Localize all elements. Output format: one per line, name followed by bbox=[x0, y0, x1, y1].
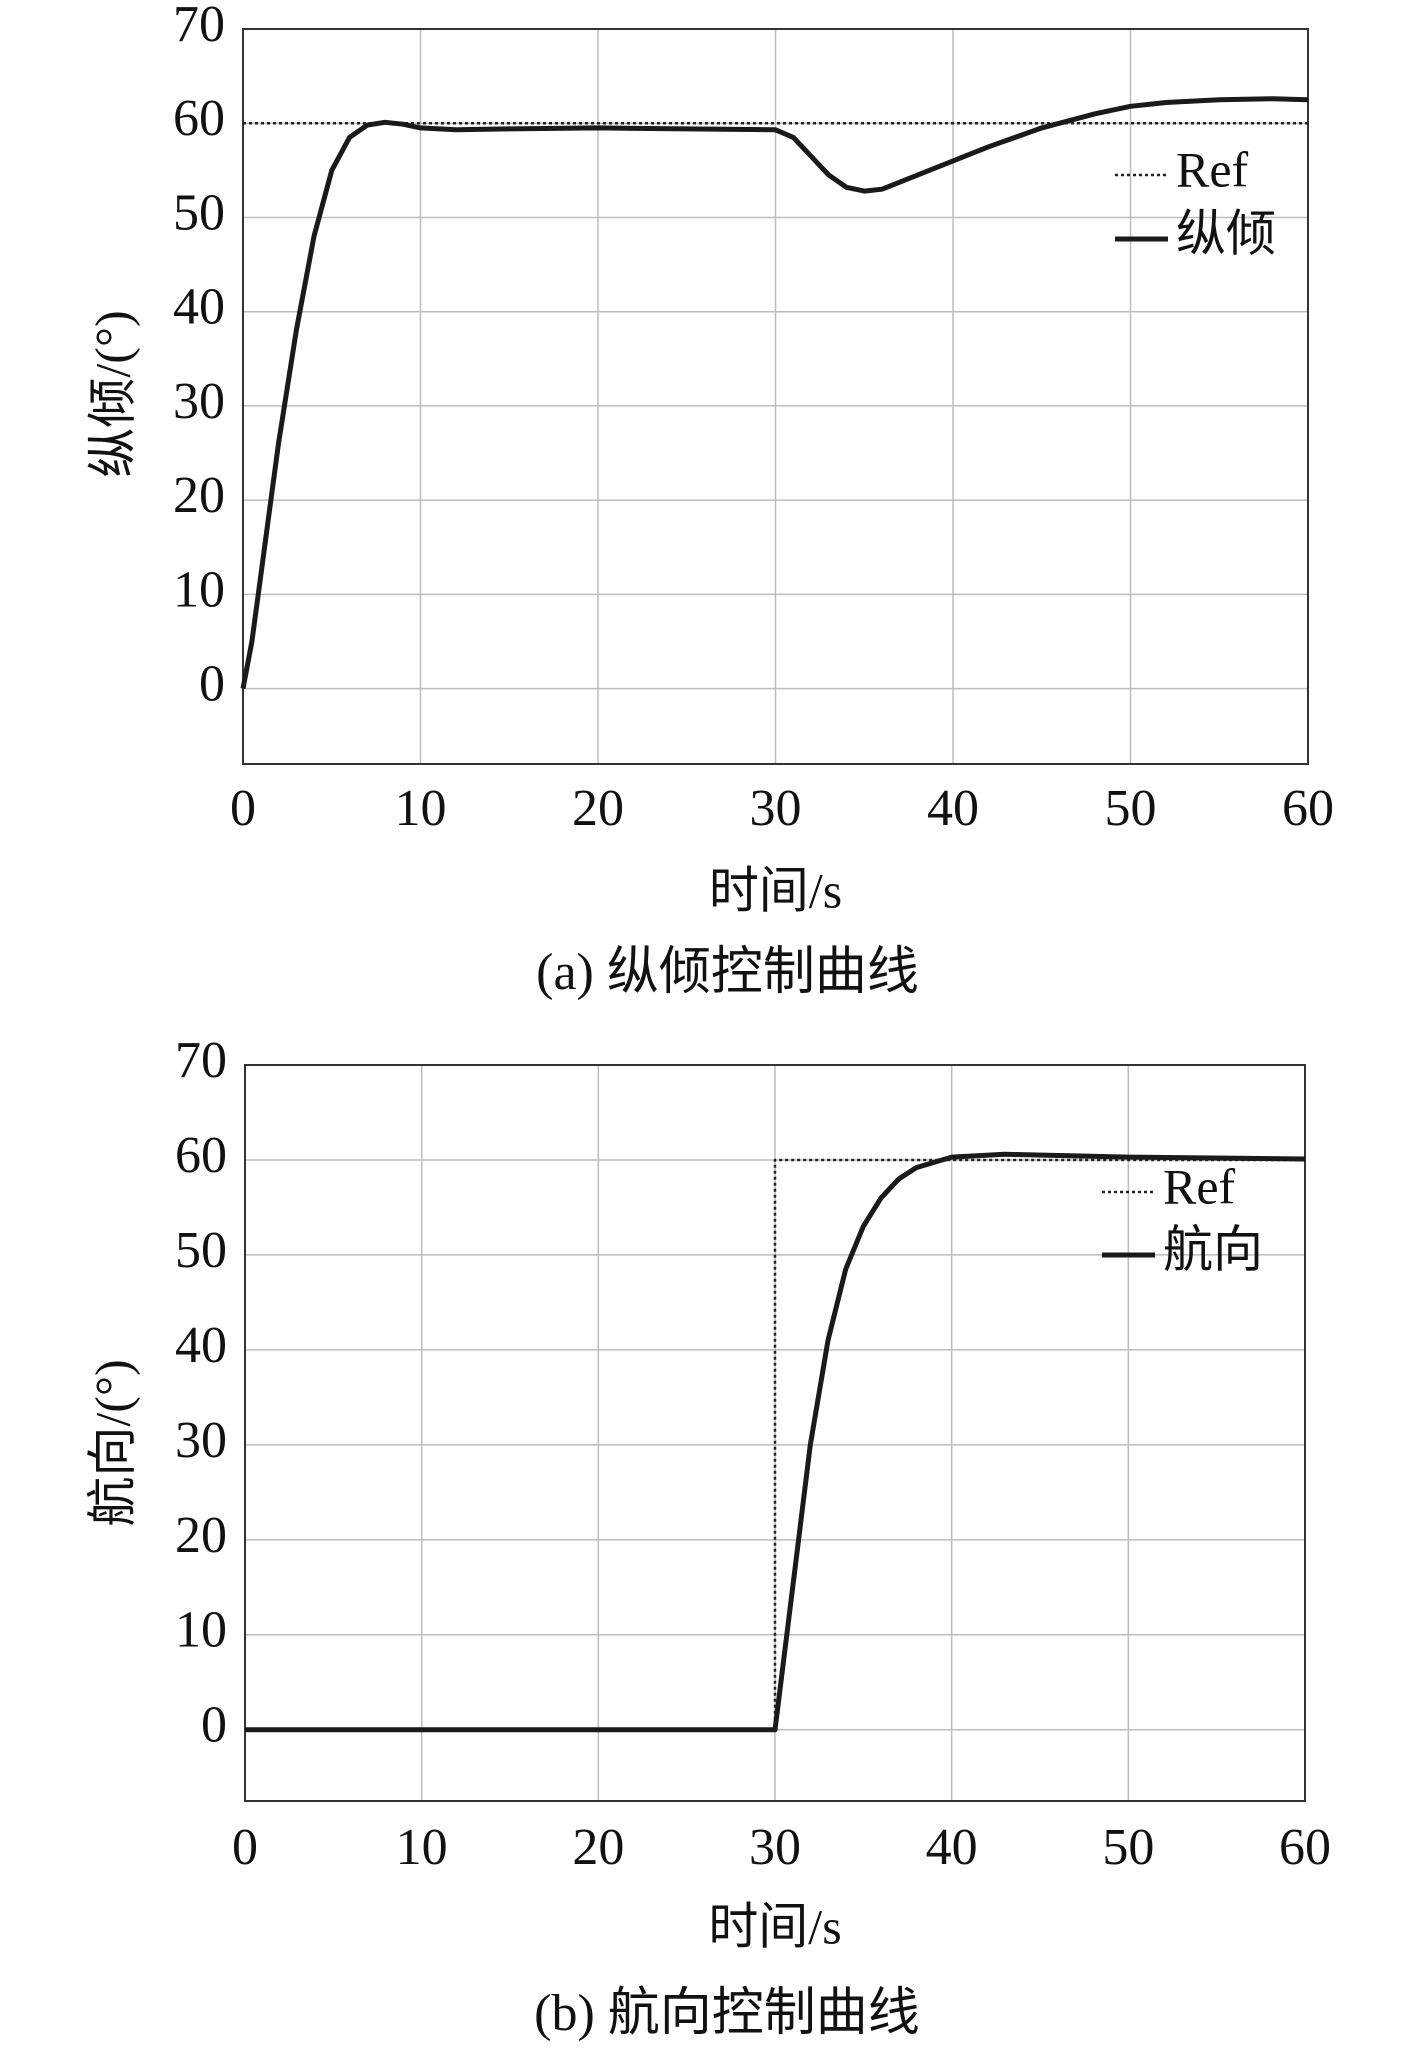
x-tick-label: 30 bbox=[750, 780, 802, 837]
x-axis-label: 时间/s bbox=[708, 1898, 841, 1954]
y-tick-label: 30 bbox=[173, 373, 225, 430]
x-axis-label: 时间/s bbox=[709, 862, 842, 918]
y-tick-label: 20 bbox=[173, 467, 225, 524]
y-tick-label: 10 bbox=[173, 561, 225, 618]
legend-label: 航向 bbox=[1163, 1221, 1263, 1277]
chart: 0 10 20 30 40 50 60 0 10 20 30 40 50 60 70 时间/s 航向/(°) (b… bbox=[84, 1032, 1331, 2042]
series-line bbox=[240, 96, 1309, 690]
legend-label: 纵倾 bbox=[1176, 205, 1276, 261]
y-tick-label: 10 bbox=[175, 1602, 227, 1659]
x-tick-label: 50 bbox=[1102, 1819, 1154, 1876]
y-tick-label: 70 bbox=[173, 0, 225, 53]
plot-frame bbox=[242, 28, 1309, 765]
series-line bbox=[245, 1151, 1306, 1733]
x-tick-label: 40 bbox=[926, 1819, 978, 1876]
y-tick-label: 50 bbox=[175, 1222, 227, 1279]
x-tick-label: 20 bbox=[572, 780, 624, 837]
x-tick-label: 60 bbox=[1279, 1819, 1331, 1876]
x-tick-label: 60 bbox=[1282, 780, 1334, 837]
x-tick-label: 10 bbox=[396, 1819, 448, 1876]
caption: (b) 航向控制曲线 bbox=[534, 1985, 920, 2042]
x-tick-label: 40 bbox=[927, 780, 979, 837]
y-tick-label: 60 bbox=[173, 90, 225, 147]
x-tick-label: 0 bbox=[232, 1819, 258, 1876]
caption: (a) 纵倾控制曲线 bbox=[536, 944, 919, 1001]
x-tick-label: 30 bbox=[749, 1819, 801, 1876]
y-tick-label: 60 bbox=[175, 1127, 227, 1184]
y-tick-label: 50 bbox=[173, 184, 225, 241]
x-tick-label: 10 bbox=[395, 780, 447, 837]
y-tick-label: 0 bbox=[199, 656, 225, 713]
x-tick-label: 0 bbox=[230, 780, 256, 837]
y-axis-label: 纵倾/(°) bbox=[84, 310, 140, 477]
y-tick-label: 30 bbox=[175, 1412, 227, 1469]
legend-label: Ref bbox=[1163, 1158, 1236, 1214]
y-tick-label: 0 bbox=[201, 1697, 227, 1754]
x-tick-label: 50 bbox=[1105, 780, 1157, 837]
y-tick-label: 40 bbox=[173, 279, 225, 336]
plot-frame bbox=[244, 1064, 1306, 1802]
y-tick-label: 40 bbox=[175, 1317, 227, 1374]
y-tick-label: 70 bbox=[175, 1032, 227, 1089]
y-tick-label: 20 bbox=[175, 1507, 227, 1564]
x-tick-label: 20 bbox=[572, 1819, 624, 1876]
legend-label: Ref bbox=[1176, 141, 1249, 197]
chart: 0 10 20 30 40 50 60 0 10 20 30 40 50 60 70 时间/s 纵倾/(°) (a… bbox=[84, 0, 1334, 1001]
y-axis-label: 航向/(°) bbox=[84, 1359, 140, 1526]
